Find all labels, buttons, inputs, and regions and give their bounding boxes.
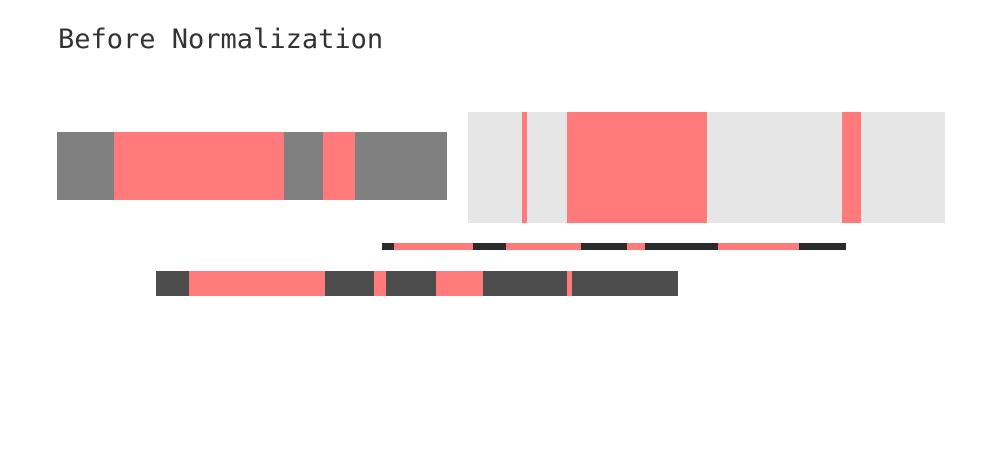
bar-3-highlight-1: [394, 243, 473, 250]
bar-1-highlight-1: [114, 132, 284, 200]
bar-3-highlight-4: [717, 243, 799, 250]
sequence-bar-2: [468, 112, 945, 223]
bar-4-highlight-2: [374, 271, 387, 296]
bar-4-highlight-3: [435, 271, 484, 296]
bar-2-highlight-2: [567, 112, 708, 223]
bar-2-highlight-3: [841, 112, 862, 223]
bar-4-highlight-4: [567, 271, 573, 296]
sequence-bar-4: [156, 271, 678, 296]
bar-4-highlight-1: [188, 271, 326, 296]
bar-3-highlight-3: [626, 243, 645, 250]
bar-3-highlight-2: [505, 243, 581, 250]
diagram-title: Before Normalization: [58, 24, 384, 55]
bar-2-highlight-1: [521, 112, 528, 223]
sequence-bar-3: [382, 243, 846, 250]
sequence-bar-1: [57, 132, 447, 200]
bar-1-highlight-2: [322, 132, 355, 200]
